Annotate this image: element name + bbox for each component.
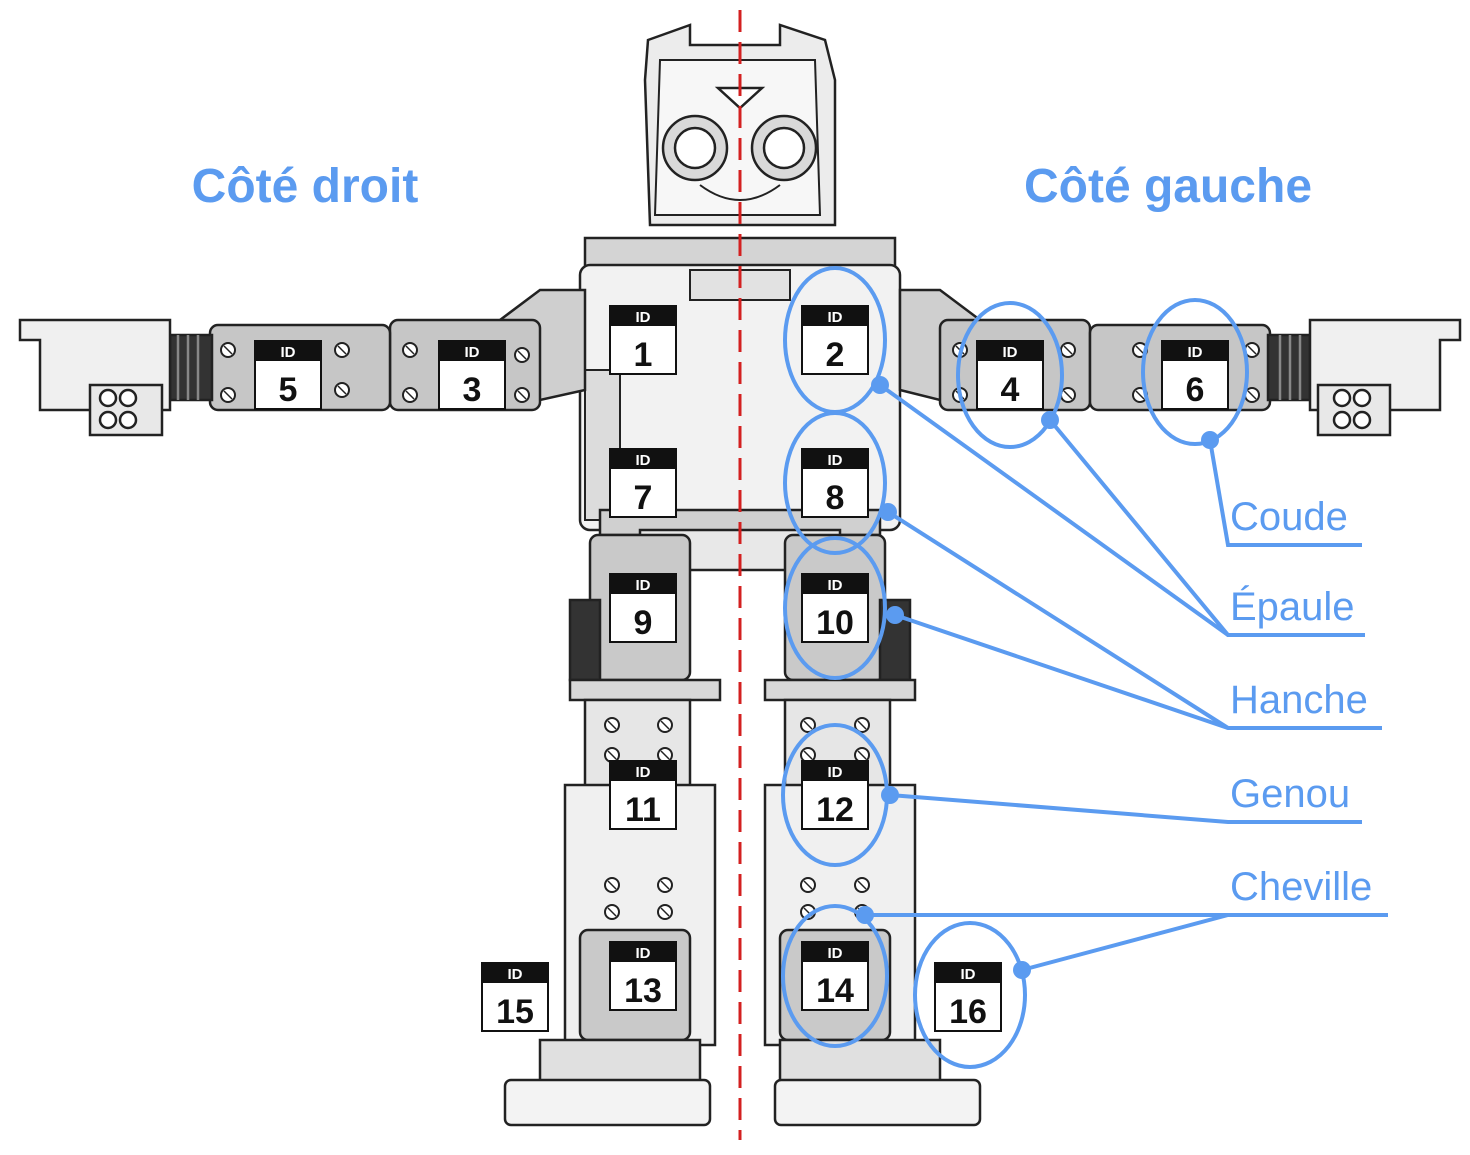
servo-tag-16: ID 16 xyxy=(934,962,1002,1032)
servo-tag-id-label: ID xyxy=(636,577,651,594)
leader-hip-8 xyxy=(886,510,1230,730)
servo-number: 12 xyxy=(816,791,854,829)
leader-shoulder-4 xyxy=(1048,418,1365,637)
servo-number: 2 xyxy=(826,336,845,374)
joint-highlights xyxy=(781,266,1249,1069)
servo-number: 10 xyxy=(816,604,854,642)
servo-tag-8: ID 8 xyxy=(801,448,869,518)
right-side-title: Côté droit xyxy=(192,160,419,213)
servo-tag-id-label: ID xyxy=(1188,344,1203,361)
servo-tag-10: ID 10 xyxy=(801,573,869,643)
servo-tag-11: ID 11 xyxy=(609,760,677,830)
leader-hip-10 xyxy=(894,613,1382,730)
servo-number: 16 xyxy=(949,993,987,1031)
joint-label-shoulder: Épaule xyxy=(1230,584,1355,629)
servo-tag-id-label: ID xyxy=(828,577,843,594)
servo-number: 5 xyxy=(279,371,298,409)
servo-tag-1: ID 1 xyxy=(609,305,677,375)
servo-tag-3: ID 3 xyxy=(438,340,506,410)
servo-number: 13 xyxy=(624,972,662,1010)
joint-label-knee: Genou xyxy=(1230,772,1350,816)
servo-number: 6 xyxy=(1186,371,1205,409)
servo-tag-id-label: ID xyxy=(636,452,651,469)
servo-tag-id-label: ID xyxy=(828,309,843,326)
servo-tag-id-label: ID xyxy=(828,945,843,962)
servo-number: 4 xyxy=(1001,371,1020,409)
servo-tag-15: ID 15 xyxy=(481,962,549,1032)
servo-tag-14: ID 14 xyxy=(801,941,869,1011)
servo-tag-7: ID 7 xyxy=(609,448,677,518)
servo-tag-id-label: ID xyxy=(828,764,843,781)
highlight-servo-10 xyxy=(783,536,887,680)
servo-number: 8 xyxy=(826,479,845,517)
servo-tag-id-label: ID xyxy=(508,966,523,983)
servo-number: 1 xyxy=(634,336,653,374)
leader-ankle-16 xyxy=(1021,913,1388,972)
highlight-servo-4 xyxy=(956,301,1064,449)
robot-left-leg xyxy=(763,533,982,1127)
servo-number: 3 xyxy=(463,371,482,409)
servo-tag-id-label: ID xyxy=(636,945,651,962)
robot-head xyxy=(643,23,837,227)
servo-tag-id-label: ID xyxy=(961,966,976,983)
leader-lines xyxy=(865,383,1388,972)
servo-tag-13: ID 13 xyxy=(609,941,677,1011)
joint-label-elbow: Coude xyxy=(1230,495,1348,539)
servo-number: 9 xyxy=(634,604,653,642)
servo-tag-id-label: ID xyxy=(1003,344,1018,361)
servo-id-tags: ID1ID2ID3ID4ID5ID6ID7ID8ID9ID10ID11ID12I… xyxy=(254,305,1229,1032)
leader-knee xyxy=(889,793,1362,824)
servo-tag-6: ID 6 xyxy=(1161,340,1229,410)
joint-label-ankle: Cheville xyxy=(1230,865,1372,909)
servo-tag-12: ID 12 xyxy=(801,760,869,830)
servo-tag-id-label: ID xyxy=(828,452,843,469)
servo-tag-id-label: ID xyxy=(636,764,651,781)
servo-number: 7 xyxy=(634,479,653,517)
servo-number: 14 xyxy=(816,972,854,1010)
servo-tag-5: ID 5 xyxy=(254,340,322,410)
leader-elbow xyxy=(1208,439,1362,547)
highlight-servo-8 xyxy=(783,411,887,555)
joint-label-hip: Hanche xyxy=(1230,678,1368,722)
servo-number: 15 xyxy=(496,993,534,1031)
servo-tag-4: ID 4 xyxy=(976,340,1044,410)
servo-tag-9: ID 9 xyxy=(609,573,677,643)
highlight-servo-6 xyxy=(1141,298,1249,446)
highlight-servo-14 xyxy=(781,904,889,1048)
highlight-servo-16 xyxy=(913,921,1027,1069)
servo-tag-id-label: ID xyxy=(465,344,480,361)
servo-tag-id-label: ID xyxy=(636,309,651,326)
servo-number: 11 xyxy=(625,791,661,829)
servo-tag-2: ID 2 xyxy=(801,305,869,375)
leader-dots xyxy=(856,376,1219,979)
leader-shoulder-2 xyxy=(878,383,1230,637)
servo-tag-id-label: ID xyxy=(281,344,296,361)
left-side-title: Côté gauche xyxy=(1024,160,1312,213)
